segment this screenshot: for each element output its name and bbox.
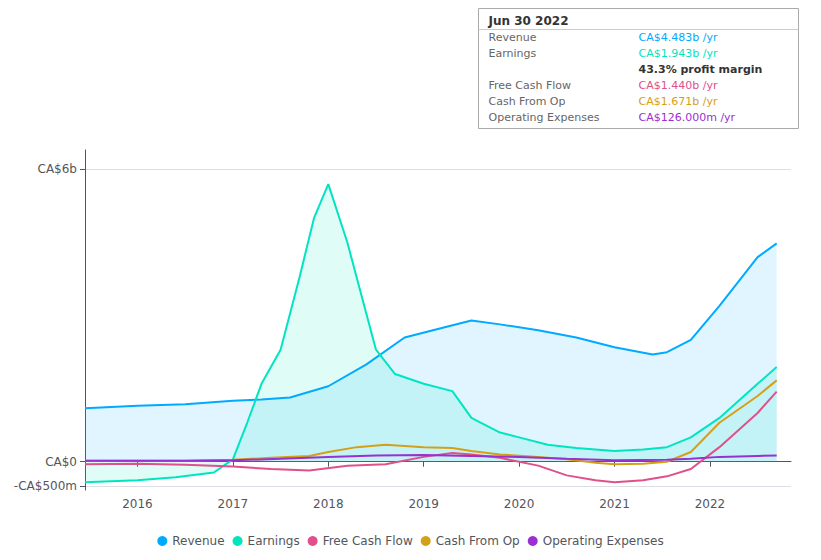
svg-text:CA$126.000m /yr: CA$126.000m /yr (639, 111, 736, 124)
svg-text:CA$1.440b /yr: CA$1.440b /yr (639, 79, 718, 92)
svg-text:Operating Expenses: Operating Expenses (489, 111, 600, 124)
svg-text:CA$0: CA$0 (45, 455, 77, 469)
svg-text:2017: 2017 (218, 497, 249, 511)
svg-text:CA$4.483b /yr: CA$4.483b /yr (639, 31, 718, 44)
svg-text:2021: 2021 (599, 497, 630, 511)
svg-text:Earnings: Earnings (489, 47, 537, 60)
svg-text:2020: 2020 (504, 497, 535, 511)
svg-text:Jun 30 2022: Jun 30 2022 (488, 14, 569, 28)
svg-text:2022: 2022 (695, 497, 726, 511)
svg-text:2019: 2019 (408, 497, 439, 511)
svg-text:-CA$500m: -CA$500m (14, 479, 77, 493)
svg-text:Free Cash Flow: Free Cash Flow (489, 79, 572, 92)
svg-text:CA$1.671b /yr: CA$1.671b /yr (639, 95, 718, 108)
svg-text:2016: 2016 (122, 497, 153, 511)
svg-text:CA$6b: CA$6b (38, 162, 77, 176)
svg-text:43.3% profit margin: 43.3% profit margin (639, 63, 763, 76)
svg-text:Cash From Op: Cash From Op (436, 534, 520, 548)
svg-text:2018: 2018 (313, 497, 344, 511)
svg-text:Earnings: Earnings (248, 534, 300, 548)
svg-text:CA$1.943b /yr: CA$1.943b /yr (639, 47, 718, 60)
svg-text:Cash From Op: Cash From Op (489, 95, 566, 108)
svg-text:Operating Expenses: Operating Expenses (543, 534, 664, 548)
svg-text:Revenue: Revenue (172, 534, 224, 548)
svg-text:Revenue: Revenue (489, 31, 537, 44)
svg-text:Free Cash Flow: Free Cash Flow (323, 534, 413, 548)
